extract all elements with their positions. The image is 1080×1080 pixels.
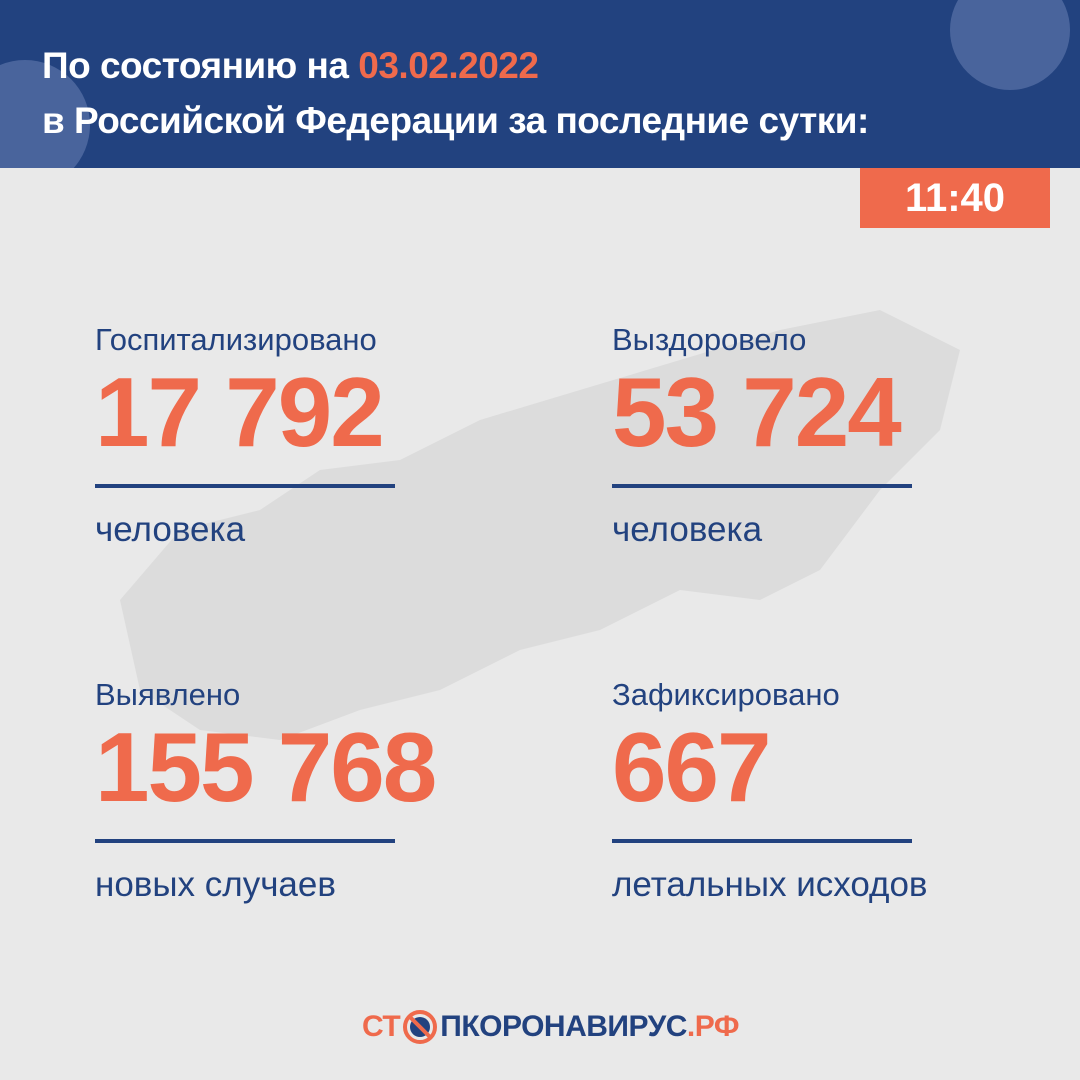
page-title: По состоянию на 03.02.2022 в Российской …: [42, 38, 869, 148]
divider: [95, 839, 395, 843]
stat-detected: Выявлено 155 768 новых случаев: [95, 677, 515, 905]
title-date: 03.02.2022: [358, 45, 539, 86]
stat-label: Госпитализировано: [95, 322, 377, 357]
stopcoronavirus-logo: СТ ПКОРОНАВИРУС .РФ: [362, 1005, 739, 1049]
divider: [612, 484, 912, 488]
stat-hospitalized: Госпитализировано 17 792 человека: [95, 322, 515, 550]
stat-unit: новых случаев: [95, 865, 336, 904]
logo-part3: .РФ: [686, 1010, 740, 1043]
title-line2: в Российской Федерации за последние сутк…: [42, 100, 869, 141]
stat-recovered: Выздоровело 53 724 человека: [612, 322, 1032, 550]
logo-part1: СТ: [362, 1010, 401, 1043]
stat-label: Зафиксировано: [612, 677, 840, 712]
logo-part2: ПКОРОНАВИРУС: [440, 1010, 687, 1043]
divider: [612, 839, 912, 843]
stat-value: 667: [612, 712, 772, 822]
stat-unit: летальных исходов: [612, 865, 928, 904]
divider: [95, 484, 395, 488]
stat-label: Выздоровело: [612, 322, 807, 357]
stat-deaths: Зафиксировано 667 летальных исходов: [612, 677, 1032, 905]
time-badge: 11:40: [860, 168, 1050, 228]
title-prefix: По состоянию на: [42, 45, 349, 86]
stat-value: 17 792: [95, 357, 385, 467]
stat-value: 53 724: [612, 357, 902, 467]
stat-label: Выявлено: [95, 677, 241, 712]
stat-value: 155 768: [95, 712, 437, 822]
russia-map-silhouette: [120, 310, 960, 740]
stat-unit: человека: [612, 510, 763, 549]
crossed-virus-icon: [403, 1010, 438, 1044]
virus-decoration-icon: [950, 0, 1070, 90]
stat-unit: человека: [95, 510, 246, 549]
header-banner: По состоянию на 03.02.2022 в Российской …: [0, 0, 1080, 168]
